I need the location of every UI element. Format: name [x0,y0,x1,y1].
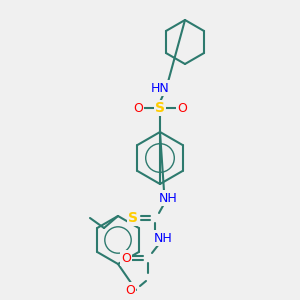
Text: O: O [125,284,135,296]
Text: S: S [128,211,138,225]
Text: NH: NH [154,232,172,244]
Text: O: O [121,251,131,265]
Text: S: S [155,101,165,115]
Text: HN: HN [151,82,169,94]
Text: O: O [177,101,187,115]
Text: NH: NH [159,191,177,205]
Text: O: O [133,101,143,115]
